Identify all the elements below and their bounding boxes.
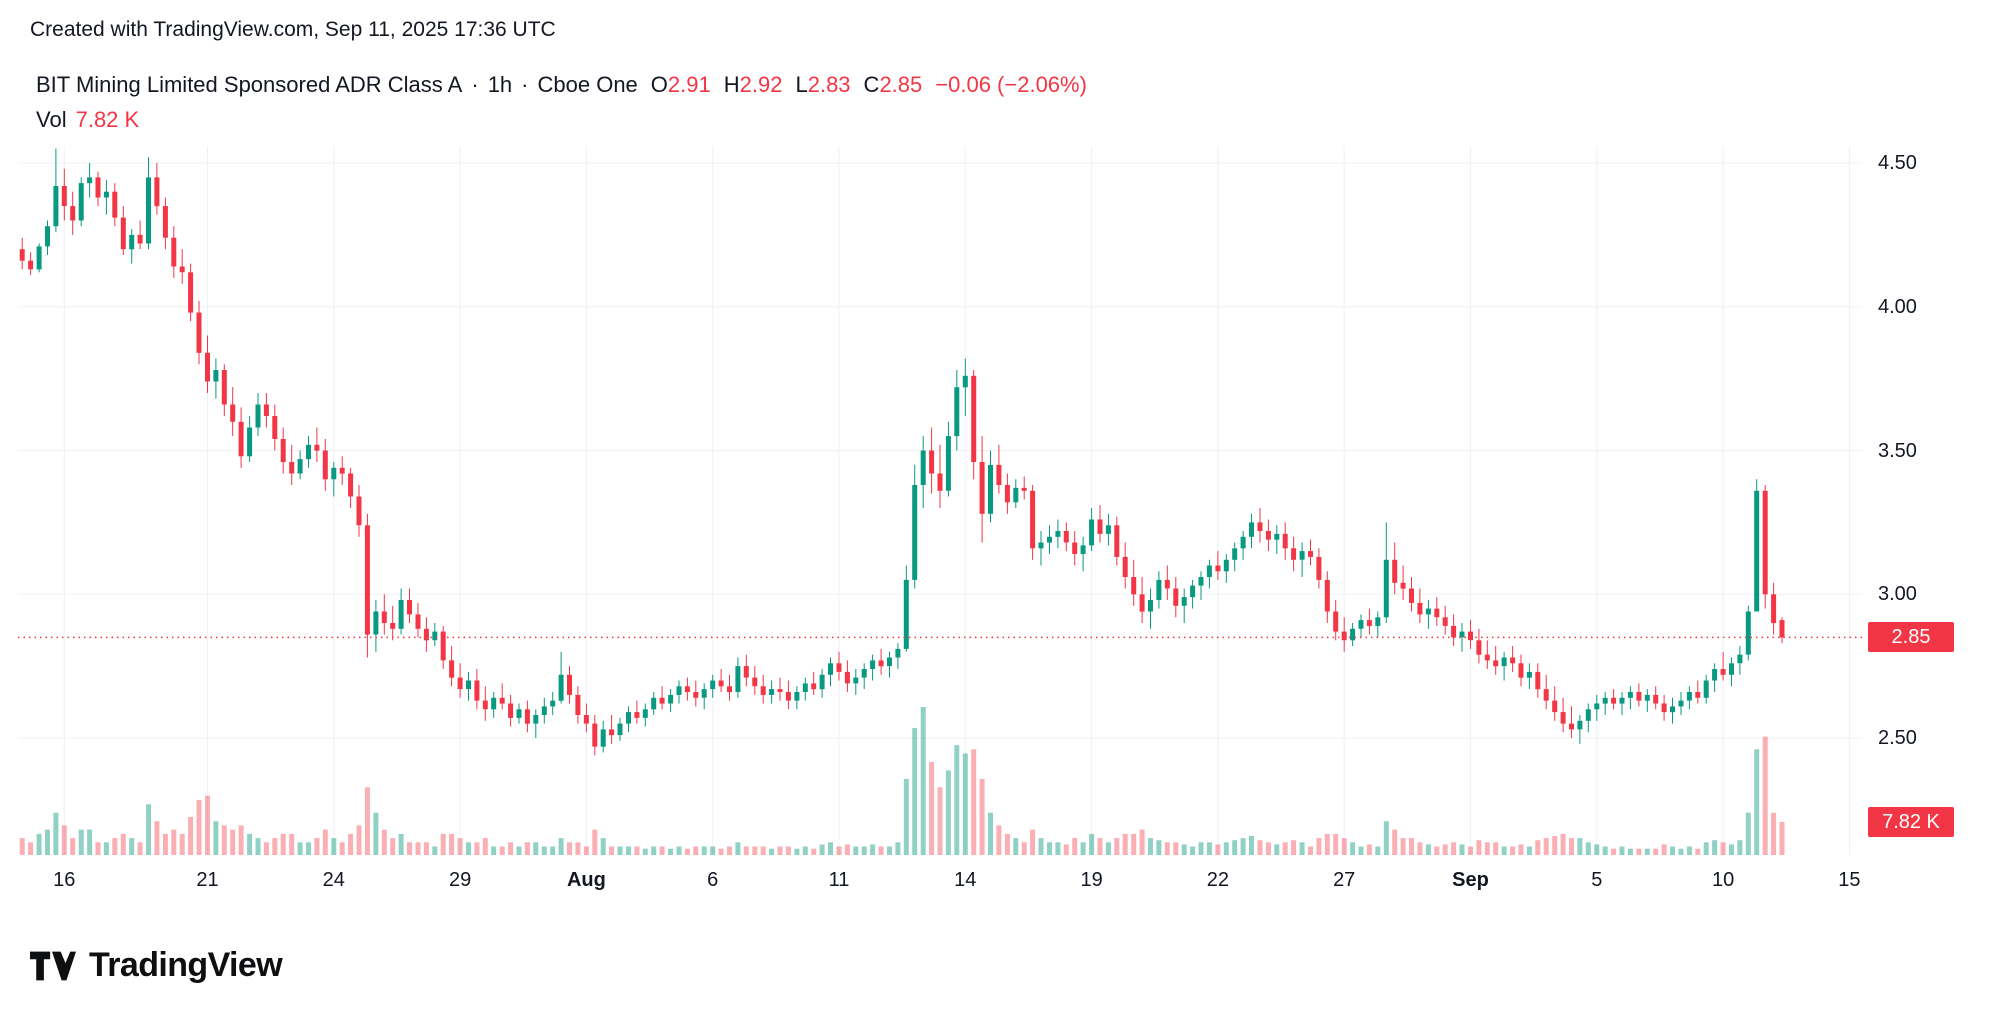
time-tick-label[interactable]: 22 bbox=[1206, 869, 1230, 891]
created-with-text: Created with TradingView.com, Sep 11, 20… bbox=[30, 18, 556, 41]
volume-value: 7.82 K bbox=[75, 107, 140, 132]
low-value: 2.83 bbox=[807, 72, 851, 97]
time-tick-label[interactable]: 5 bbox=[1591, 869, 1603, 891]
volume-label: Vol bbox=[36, 107, 67, 132]
last-volume-label: 7.82 K bbox=[1868, 806, 1954, 837]
time-tick-label[interactable]: Aug bbox=[566, 869, 606, 891]
open-group: O2.91 bbox=[651, 72, 711, 97]
low-group: L2.83 bbox=[795, 72, 850, 97]
close-group: C2.85 bbox=[864, 72, 923, 97]
time-tick-label[interactable]: 6 bbox=[707, 869, 719, 891]
time-tick-label[interactable]: 29 bbox=[448, 869, 472, 891]
open-label: O bbox=[650, 72, 668, 97]
interval-label: 1h bbox=[487, 72, 513, 97]
symbol-info-bar: BIT Mining Limited Sponsored ADR Class A… bbox=[36, 72, 1087, 98]
time-tick-label[interactable]: 11 bbox=[828, 869, 850, 891]
symbol-title: BIT Mining Limited Sponsored ADR Class A bbox=[36, 72, 463, 97]
high-group: H2.92 bbox=[724, 72, 783, 97]
time-tick-label[interactable]: Sep bbox=[1452, 869, 1489, 891]
high-label: H bbox=[723, 72, 740, 97]
time-tick-label[interactable]: 16 bbox=[53, 869, 76, 891]
time-tick-label[interactable]: 27 bbox=[1333, 869, 1356, 891]
last-price-label: 2.85 bbox=[1868, 622, 1954, 653]
time-tick-label[interactable]: 24 bbox=[322, 869, 345, 891]
high-value: 2.92 bbox=[739, 72, 783, 97]
price-tick-label[interactable]: 4.50 bbox=[1878, 152, 1917, 174]
time-tick-label[interactable]: 15 bbox=[1838, 869, 1861, 891]
price-tick-label[interactable]: 2.50 bbox=[1878, 727, 1917, 749]
tradingview-branding: TradingView bbox=[30, 946, 283, 985]
change-value: −0.06 (−2.06%) bbox=[935, 72, 1087, 97]
time-tick-label[interactable]: 14 bbox=[954, 869, 977, 891]
low-label: L bbox=[795, 72, 808, 97]
tradingview-wordmark: TradingView bbox=[89, 946, 283, 984]
tradingview-logo-icon bbox=[30, 951, 76, 980]
close-value: 2.85 bbox=[879, 72, 923, 97]
price-tick-label[interactable]: 3.00 bbox=[1878, 583, 1917, 606]
close-label: C bbox=[863, 72, 880, 97]
open-value: 2.91 bbox=[667, 72, 711, 97]
separator-dot: · bbox=[521, 72, 529, 97]
price-tick-label[interactable]: 4.00 bbox=[1878, 295, 1917, 318]
time-tick-label[interactable]: 19 bbox=[1080, 869, 1103, 891]
price-tick-label[interactable]: 3.50 bbox=[1878, 439, 1917, 462]
exchange-label: Cboe One bbox=[537, 72, 638, 97]
volume-info: Vol 7.82 K bbox=[36, 107, 139, 133]
separator-dot: · bbox=[471, 72, 479, 97]
time-tick-label[interactable]: 10 bbox=[1711, 869, 1735, 891]
time-tick-label[interactable]: 21 bbox=[196, 869, 219, 891]
